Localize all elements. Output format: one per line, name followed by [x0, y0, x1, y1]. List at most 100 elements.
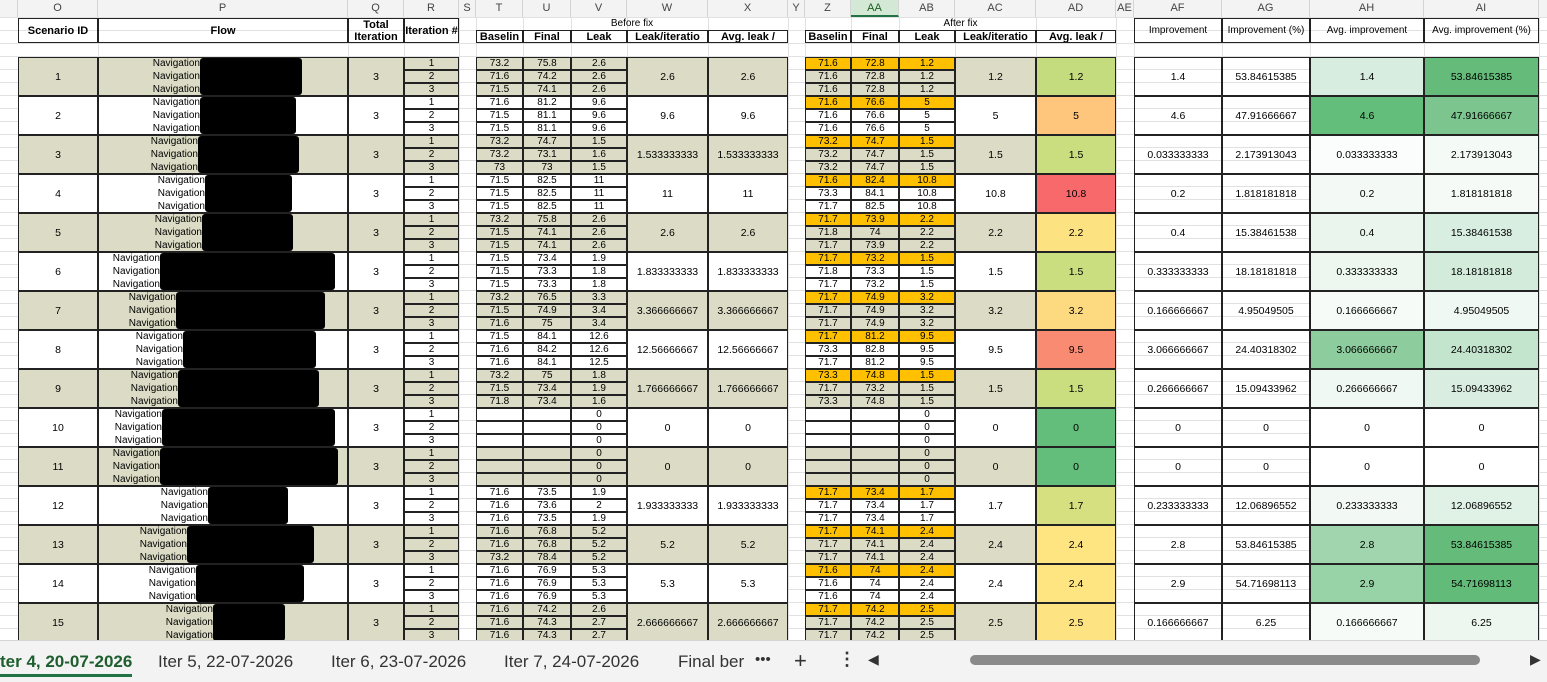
improvement-pct-cell[interactable]: 54.71698113	[1222, 564, 1310, 603]
before-final-cell[interactable]: 74.2	[523, 603, 571, 616]
total-iteration-cell[interactable]: 3	[348, 57, 404, 96]
total-iteration-cell[interactable]: 3	[348, 525, 404, 564]
before-final-cell[interactable]: 74.3	[523, 629, 571, 640]
iteration-cell[interactable]: 2	[404, 499, 459, 512]
after-leak-cell[interactable]: 9.5	[899, 343, 955, 356]
after-leak-cell[interactable]: 2.4	[899, 577, 955, 590]
column-header-w[interactable]: W	[627, 0, 708, 17]
before-base-cell[interactable]	[476, 473, 523, 486]
avg-improvement-cell[interactable]: 1.4	[1310, 57, 1424, 96]
after-leak-iteration-cell[interactable]: 10.8	[955, 174, 1036, 213]
after-final-cell[interactable]	[851, 473, 899, 486]
before-final-cell[interactable]: 76.9	[523, 590, 571, 603]
avg-improvement-pct-cell[interactable]: 0	[1424, 447, 1539, 486]
before-base-cell[interactable]: 71.5	[476, 83, 523, 96]
improvement-cell[interactable]: 0.266666667	[1134, 369, 1222, 408]
after-final-cell[interactable]: 82.8	[851, 343, 899, 356]
after-base-cell[interactable]: 71.7	[805, 239, 851, 252]
after-avg-leak-cell[interactable]: 10.8	[1036, 174, 1116, 213]
before-leak-iteration-cell[interactable]: 1.533333333	[627, 135, 708, 174]
improvement-cell[interactable]: 0.033333333	[1134, 135, 1222, 174]
before-leak-cell[interactable]: 2.6	[571, 83, 627, 96]
after-avg-leak-cell[interactable]: 2.4	[1036, 525, 1116, 564]
before-final-cell[interactable]: 73.1	[523, 148, 571, 161]
after-final-cell[interactable]	[851, 421, 899, 434]
after-leak-cell[interactable]: 2.2	[899, 213, 955, 226]
after-base-cell[interactable]: 71.6	[805, 590, 851, 603]
before-leak-cell[interactable]: 9.6	[571, 122, 627, 135]
before-leak-cell[interactable]: 5.2	[571, 525, 627, 538]
before-final-cell[interactable]: 73.4	[523, 382, 571, 395]
before-final-cell[interactable]: 81.2	[523, 96, 571, 109]
before-final-cell[interactable]: 76.5	[523, 291, 571, 304]
before-leak-iteration-cell[interactable]: 2.666666667	[627, 603, 708, 640]
column-header-y[interactable]: Y	[788, 0, 805, 17]
before-final-cell[interactable]: 76.8	[523, 538, 571, 551]
after-base-cell[interactable]: 71.7	[805, 603, 851, 616]
after-leak-iteration-cell[interactable]: 1.5	[955, 135, 1036, 174]
before-base-cell[interactable]	[476, 408, 523, 421]
after-leak-cell[interactable]: 1.5	[899, 161, 955, 174]
before-leak-cell[interactable]: 3.4	[571, 304, 627, 317]
after-avg-leak-cell[interactable]: 1.5	[1036, 252, 1116, 291]
total-iteration-cell[interactable]: 3	[348, 135, 404, 174]
improvement-pct-cell[interactable]: 2.173913043	[1222, 135, 1310, 174]
improvement-pct-cell[interactable]: 0	[1222, 408, 1310, 447]
iteration-cell[interactable]: 1	[404, 135, 459, 148]
after-final-cell[interactable]	[851, 460, 899, 473]
before-base-cell[interactable]: 71.6	[476, 499, 523, 512]
after-base-cell[interactable]: 71.7	[805, 616, 851, 629]
before-base-cell[interactable]: 71.5	[476, 304, 523, 317]
before-leak-cell[interactable]: 2.6	[571, 213, 627, 226]
after-leak-cell[interactable]: 2.5	[899, 616, 955, 629]
after-final-cell[interactable]: 74.7	[851, 135, 899, 148]
after-leak-iteration-cell[interactable]: 0	[955, 447, 1036, 486]
before-final-cell[interactable]: 75.8	[523, 213, 571, 226]
before-leak-cell[interactable]: 1.9	[571, 252, 627, 265]
after-final-cell[interactable]: 76.6	[851, 109, 899, 122]
before-leak-cell[interactable]: 0	[571, 408, 627, 421]
before-leak-cell[interactable]: 1.9	[571, 486, 627, 499]
after-final-cell[interactable]: 74	[851, 564, 899, 577]
after-base-cell[interactable]: 73.2	[805, 161, 851, 174]
sheet-tab[interactable]: ter 4, 20-07-2026	[0, 649, 133, 677]
before-base-cell[interactable]: 71.6	[476, 512, 523, 525]
before-leak-cell[interactable]: 11	[571, 174, 627, 187]
iteration-cell[interactable]: 2	[404, 538, 459, 551]
after-base-cell[interactable]	[805, 434, 851, 447]
after-final-cell[interactable]: 74.2	[851, 629, 899, 640]
iteration-cell[interactable]: 3	[404, 434, 459, 447]
sheet-tab[interactable]: Final ber	[678, 652, 745, 671]
after-final-cell[interactable]: 84.1	[851, 187, 899, 200]
improvement-pct-cell[interactable]: 4.95049505	[1222, 291, 1310, 330]
iteration-cell[interactable]: 1	[404, 252, 459, 265]
after-base-cell[interactable]: 71.7	[805, 551, 851, 564]
before-leak-iteration-cell[interactable]: 1.833333333	[627, 252, 708, 291]
avg-improvement-cell[interactable]: 0.033333333	[1310, 135, 1424, 174]
after-final-cell[interactable]: 74	[851, 577, 899, 590]
iteration-cell[interactable]: 3	[404, 278, 459, 291]
after-leak-cell[interactable]: 0	[899, 434, 955, 447]
after-final-cell[interactable]: 72.8	[851, 70, 899, 83]
before-leak-cell[interactable]: 1.8	[571, 278, 627, 291]
spreadsheet-grid[interactable]: O P Q R S T U V W X Y Z AA AB AC AD AE AF AG AH AI Scenario I…	[0, 0, 1547, 640]
scenario-id-cell[interactable]: 14	[18, 564, 98, 603]
before-final-cell[interactable]: 73.3	[523, 265, 571, 278]
before-base-cell[interactable]: 73.2	[476, 551, 523, 564]
avg-improvement-cell[interactable]: 0	[1310, 447, 1424, 486]
before-avg-leak-cell[interactable]: 12.56666667	[708, 330, 788, 369]
total-iteration-cell[interactable]: 3	[348, 369, 404, 408]
improvement-cell[interactable]: 4.6	[1134, 96, 1222, 135]
after-leak-cell[interactable]: 2.4	[899, 551, 955, 564]
before-avg-leak-cell[interactable]: 5.3	[708, 564, 788, 603]
improvement-cell[interactable]: 0.2	[1134, 174, 1222, 213]
after-leak-cell[interactable]: 2.5	[899, 603, 955, 616]
scenario-id-cell[interactable]: 5	[18, 213, 98, 252]
after-avg-leak-cell[interactable]: 0	[1036, 447, 1116, 486]
after-final-cell[interactable]: 76.6	[851, 96, 899, 109]
after-final-cell[interactable]	[851, 434, 899, 447]
before-base-cell[interactable]: 71.8	[476, 395, 523, 408]
iteration-cell[interactable]: 3	[404, 551, 459, 564]
after-leak-cell[interactable]: 1.7	[899, 499, 955, 512]
before-avg-leak-cell[interactable]: 5.2	[708, 525, 788, 564]
